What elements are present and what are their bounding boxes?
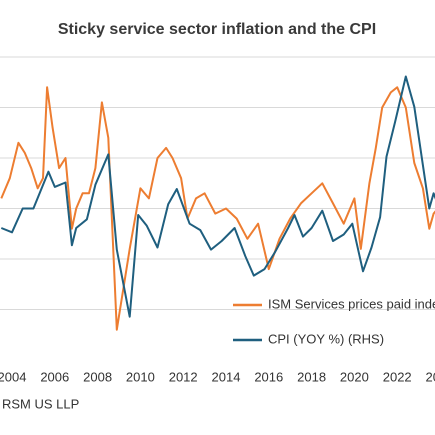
source: RSM US LLP <box>2 396 79 411</box>
x-tick-label: 2016 <box>254 369 283 384</box>
x-tick-label: 2024 <box>426 369 435 384</box>
legend-label: CPI (YOY %) (RHS) <box>268 331 384 346</box>
x-tick-label: 2010 <box>126 369 155 384</box>
x-tick-label: 2008 <box>83 369 112 384</box>
x-tick-label: 2006 <box>40 369 69 384</box>
x-tick-label: 2018 <box>297 369 326 384</box>
legend-label: ISM Services prices paid index <box>268 296 435 311</box>
x-tick-label: 2022 <box>383 369 412 384</box>
x-tick-label: 2012 <box>169 369 198 384</box>
series-line <box>0 75 435 318</box>
x-tick-label: 2004 <box>0 369 26 384</box>
series-line <box>0 86 435 331</box>
x-tick-label: 2014 <box>212 369 241 384</box>
chart-title: Sticky service sector inflation and the … <box>58 21 376 38</box>
x-tick-label: 2020 <box>340 369 369 384</box>
